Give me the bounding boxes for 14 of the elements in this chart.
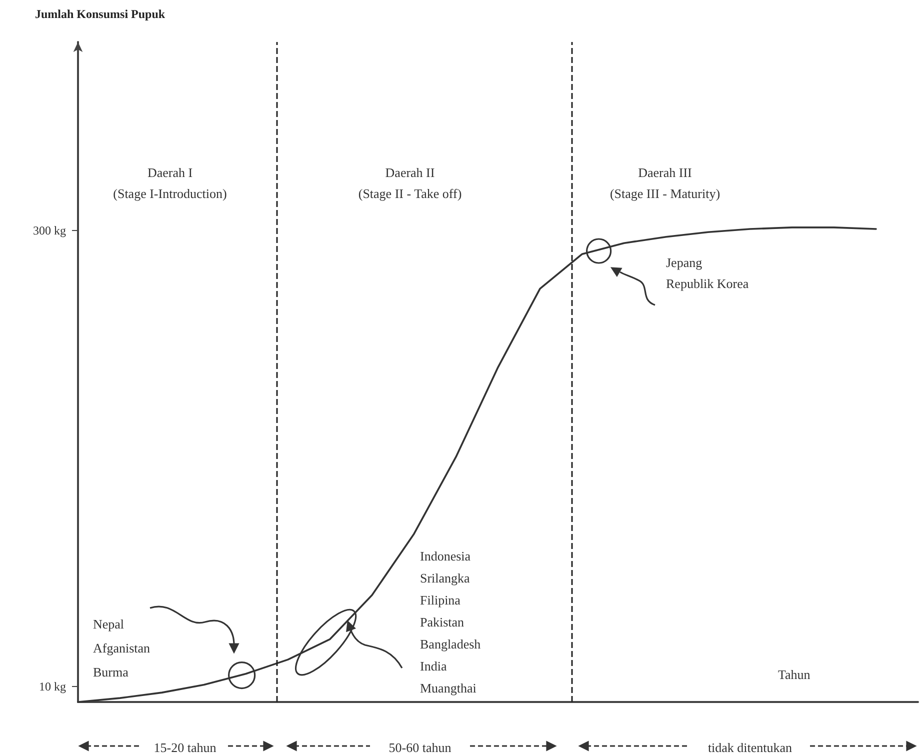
text: 15-20 tahun [154,740,217,755]
text: tidak ditentukan [708,740,793,755]
x-axis-title: Tahun [778,667,811,682]
annotation: Indonesia Srilangka Filipina Pakistan Bangladesh India Muangthai [420,548,482,696]
y-tick-label: 300 kg [33,224,66,238]
annotation: Daerah II (Stage II - Take off) [358,165,462,201]
annotation: Daerah I (Stage I-Introduction) [113,165,227,201]
annotation: Jepang Republik Korea [666,255,749,291]
line-series [77,226,877,703]
text: 50-60 tahun [388,740,452,755]
y-axis-title: Jumlah Konsumsi Pupuk [35,7,166,21]
annotation: Nepal Afganistan Burma [93,616,151,680]
y-tick-label: 10 kg [39,679,66,694]
annotation: Daerah III (Stage III - Maturity) [610,165,720,201]
